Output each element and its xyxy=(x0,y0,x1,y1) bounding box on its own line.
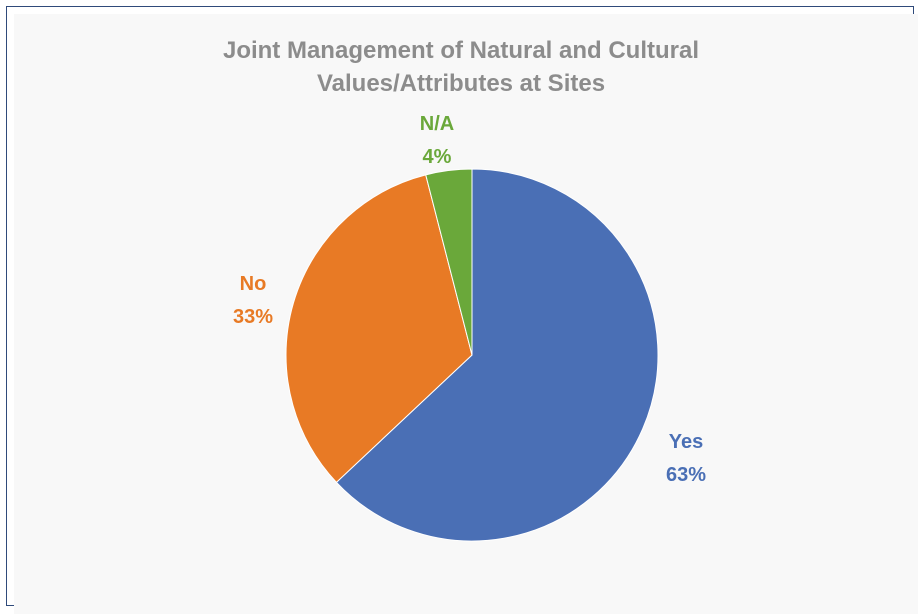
pie-label-yes: Yes 63% xyxy=(666,431,706,486)
chart-title-line-2: Values/Attributes at Sites xyxy=(316,70,606,97)
pie-label-category: N/A xyxy=(420,113,454,135)
pie-label-value: 4% xyxy=(423,146,452,168)
pie-label-n-a: N/A 4% xyxy=(420,113,454,168)
pie-label-category: No xyxy=(240,273,267,295)
pie-slice-yes xyxy=(335,168,659,542)
chart-title-line-1: Joint Management of Natural and Cultural xyxy=(222,37,700,64)
pie-label-category: Yes xyxy=(669,431,703,453)
pie-label-value: 33% xyxy=(233,306,273,328)
pie-label-value: 63% xyxy=(666,464,706,486)
pie-label-no: No 33% xyxy=(233,273,273,328)
pie-slice-n-a xyxy=(425,168,473,356)
pie-slice-no xyxy=(285,174,473,484)
pie-chart: Yes 63% No 33% N/A 4% xyxy=(233,113,706,542)
chart-title: Joint Management of Natural and Cultural… xyxy=(0,34,922,100)
